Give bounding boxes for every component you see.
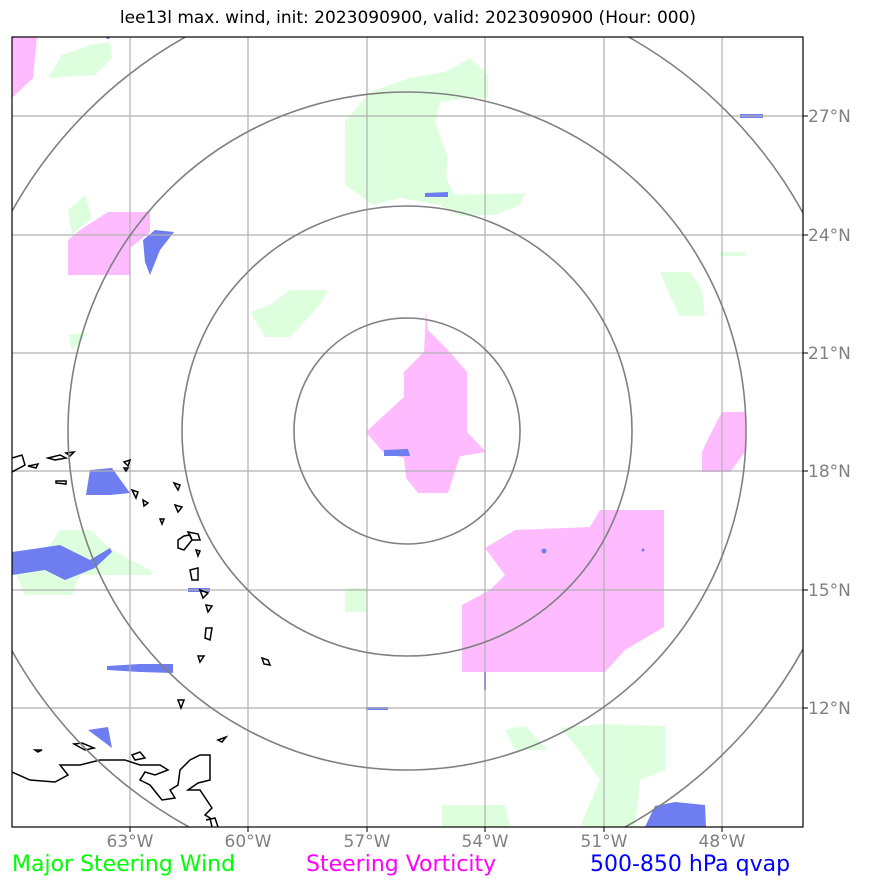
lon-label-51w: 51°W bbox=[581, 832, 628, 852]
latitude-labels: 27°N 24°N 21°N 18°N 15°N 12°N bbox=[808, 107, 851, 719]
range-ring-3 bbox=[67, 91, 747, 771]
tick-marks bbox=[129, 115, 808, 832]
map-title: lee13l max. wind, init: 2023090900, vali… bbox=[119, 8, 697, 28]
lat-label-21n: 21°N bbox=[808, 344, 851, 364]
coastlines bbox=[12, 450, 272, 827]
range-ring-1 bbox=[293, 317, 521, 545]
lat-label-24n: 24°N bbox=[808, 226, 851, 246]
qvap-areas bbox=[12, 37, 763, 827]
lat-label-12n: 12°N bbox=[808, 699, 851, 719]
range-ring-2 bbox=[181, 205, 633, 657]
lat-label-15n: 15°N bbox=[808, 581, 851, 601]
lon-label-54w: 54°W bbox=[462, 832, 509, 852]
lon-label-48w: 48°W bbox=[699, 832, 746, 852]
longitude-labels: 63°W 60°W 57°W 54°W 51°W 48°W bbox=[107, 832, 746, 852]
legend-steering-vorticity: Steering Vorticity bbox=[306, 852, 497, 877]
lon-label-60w: 60°W bbox=[225, 832, 272, 852]
lat-label-27n: 27°N bbox=[808, 107, 851, 127]
steering-vorticity-areas bbox=[12, 37, 745, 672]
lat-label-18n: 18°N bbox=[808, 462, 851, 482]
lon-label-63w: 63°W bbox=[107, 832, 154, 852]
map-frame bbox=[11, 36, 804, 828]
lon-label-57w: 57°W bbox=[344, 832, 391, 852]
range-rings bbox=[12, 37, 803, 827]
legend-qvap: 500-850 hPa qvap bbox=[590, 852, 791, 877]
gridlines bbox=[12, 37, 803, 827]
legend-steering-wind: Major Steering Wind bbox=[12, 852, 236, 877]
